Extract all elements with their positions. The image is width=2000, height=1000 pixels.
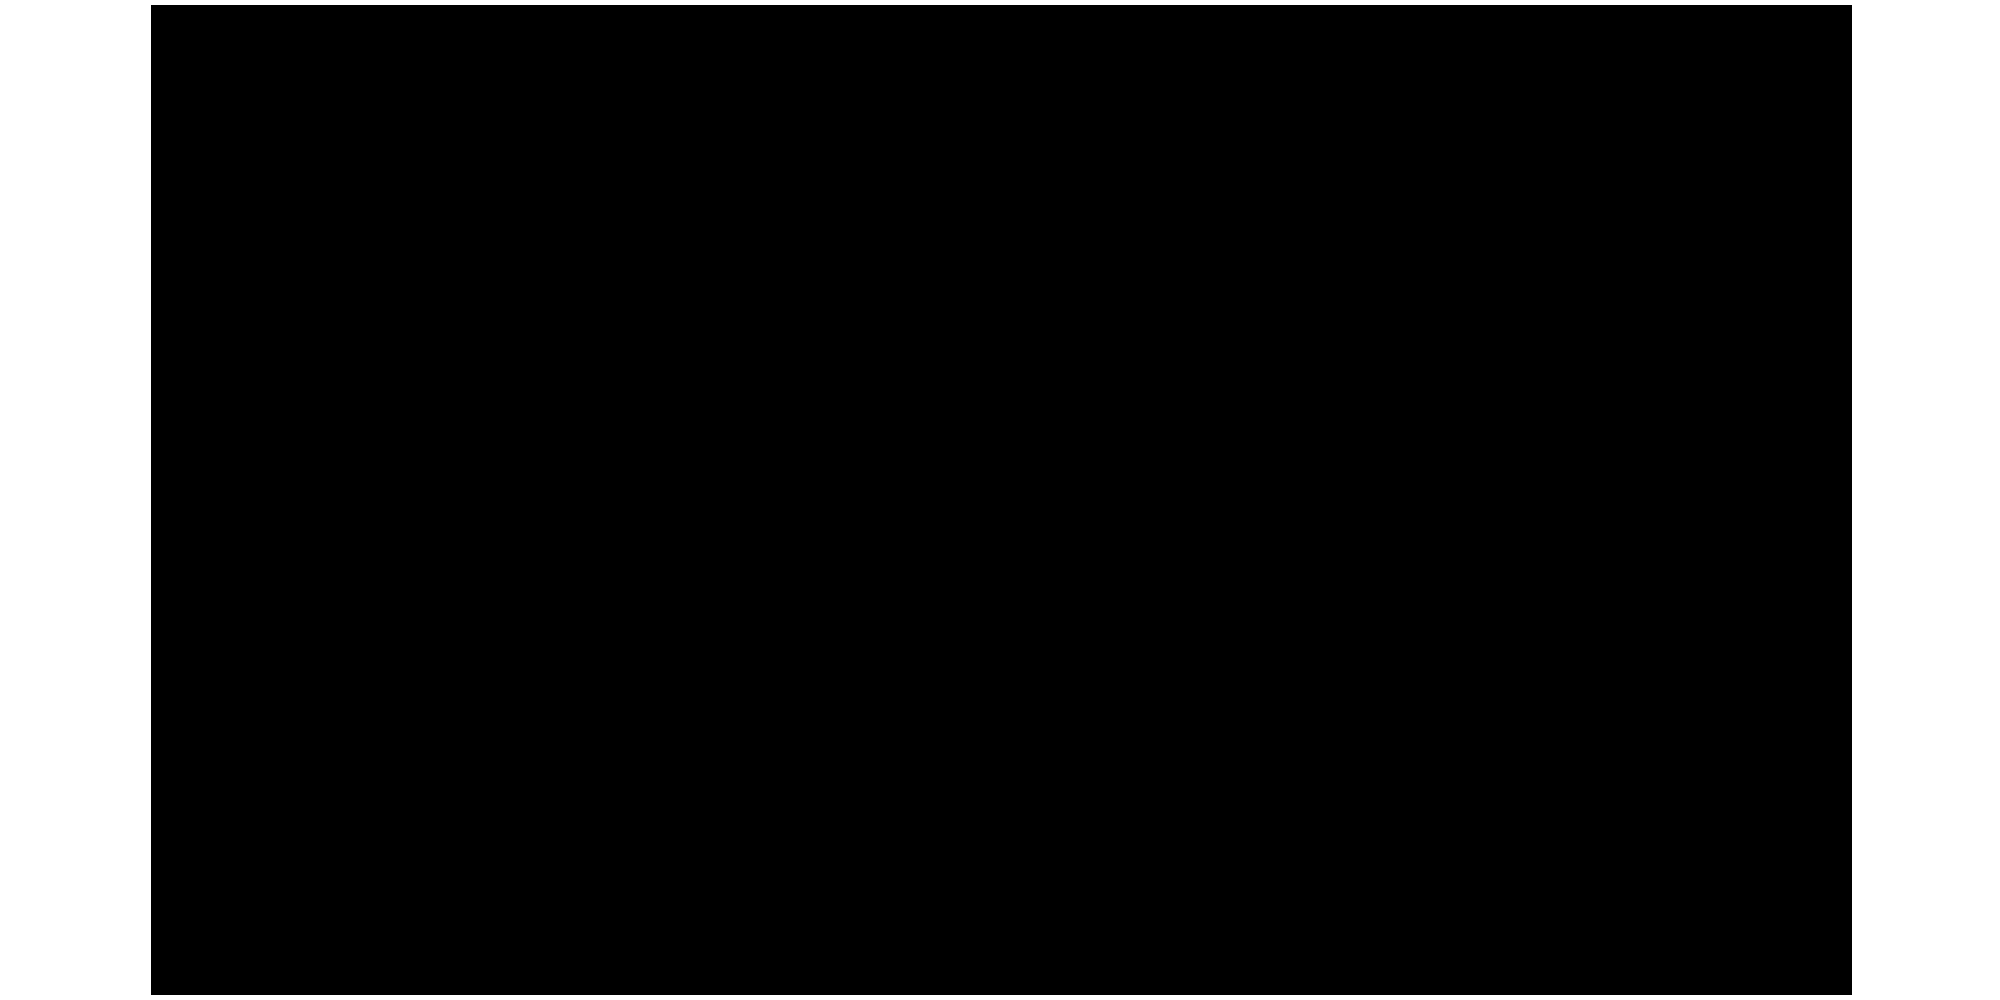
word-cloud-canvas [151, 5, 1852, 995]
word-cloud-svg [151, 5, 1852, 995]
